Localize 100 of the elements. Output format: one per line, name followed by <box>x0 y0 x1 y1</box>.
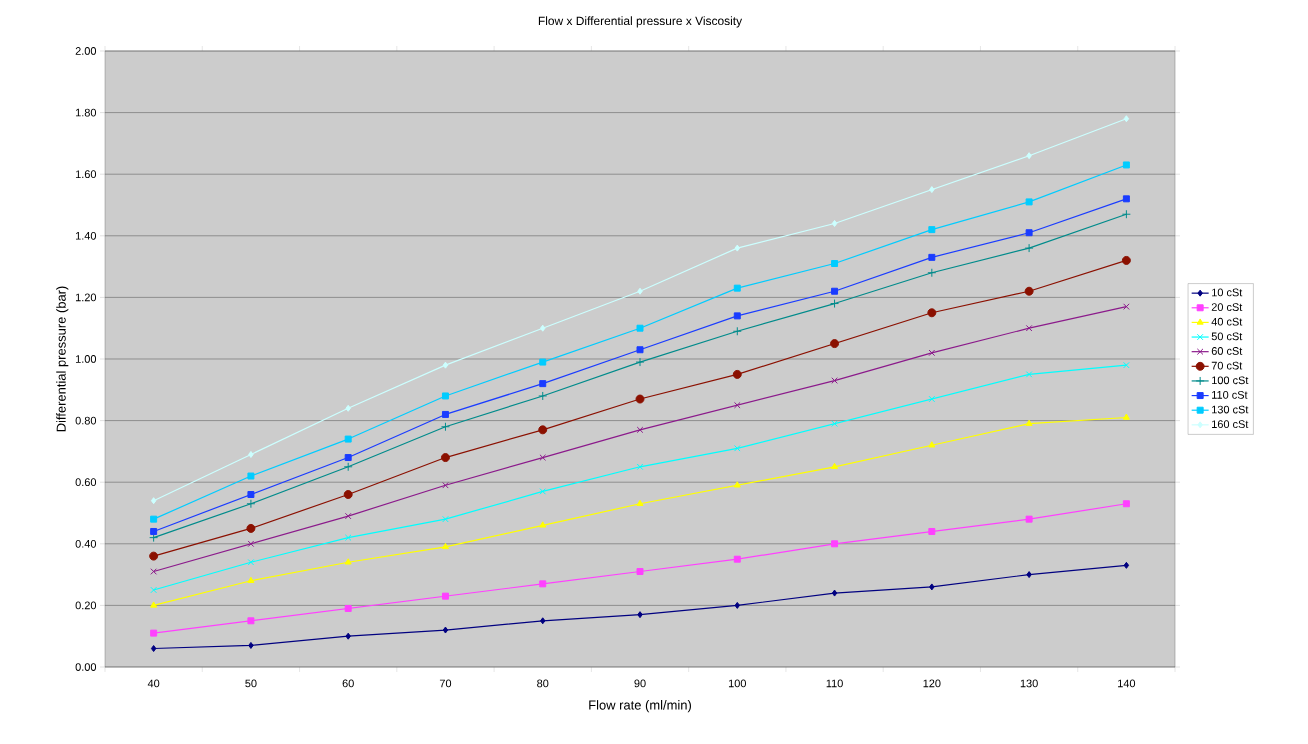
point <box>831 540 839 548</box>
x-tick-label: 40 <box>147 679 160 688</box>
point <box>831 260 839 267</box>
point <box>831 219 838 227</box>
point <box>1025 419 1033 426</box>
point <box>440 453 450 463</box>
point <box>248 450 254 458</box>
point <box>732 326 742 336</box>
point <box>928 349 936 357</box>
point <box>150 568 157 575</box>
x-tick-label: 130 <box>1020 679 1038 688</box>
point <box>635 357 645 367</box>
point <box>928 395 936 403</box>
x-axis-title: Flow rate (ml/min) <box>589 700 691 713</box>
point <box>539 454 547 461</box>
x-tick-label: 60 <box>342 679 354 688</box>
legend-label: 130 cSt <box>1212 405 1249 414</box>
point <box>344 512 352 520</box>
point <box>635 394 645 404</box>
point <box>733 481 741 488</box>
point <box>732 369 742 379</box>
legend-label: 110 cSt <box>1212 391 1248 399</box>
point <box>1025 229 1033 237</box>
point <box>1025 371 1033 378</box>
point <box>539 380 547 388</box>
point <box>150 527 158 535</box>
y-tick-label: 0.40 <box>75 539 97 548</box>
y-tick-label: 1.20 <box>75 293 97 302</box>
point <box>733 401 741 409</box>
point <box>636 499 644 506</box>
point <box>540 324 546 332</box>
y-tick-label: 1.00 <box>75 355 97 363</box>
point <box>1122 161 1130 169</box>
point <box>1025 515 1033 523</box>
point <box>1123 561 1130 569</box>
point <box>442 626 449 634</box>
point <box>636 463 644 471</box>
point <box>1025 198 1033 206</box>
point <box>441 410 449 418</box>
legend-label: 60 cSt <box>1211 347 1243 355</box>
point <box>538 391 548 401</box>
point <box>636 346 644 354</box>
point <box>344 604 352 612</box>
y-axis-title: Differential pressure (bar) <box>56 286 69 432</box>
point <box>733 555 741 563</box>
point <box>1121 255 1131 265</box>
point <box>929 583 935 591</box>
x-tick-label: 50 <box>245 679 257 688</box>
point <box>831 420 838 427</box>
point <box>344 435 352 443</box>
point <box>1024 243 1034 253</box>
x-tick-label: 140 <box>1118 679 1136 688</box>
point <box>442 481 449 489</box>
point <box>150 645 157 653</box>
point <box>637 611 643 619</box>
legend-label: 70 cSt <box>1211 361 1243 370</box>
point <box>831 589 838 597</box>
legend-label: 160 cSt <box>1212 420 1249 429</box>
y-tick-label: 1.60 <box>75 170 97 179</box>
point <box>734 601 741 609</box>
point <box>1121 209 1131 219</box>
y-tick-label: 0.00 <box>75 663 97 671</box>
point <box>539 488 547 495</box>
point <box>929 186 935 194</box>
x-tick-label: 70 <box>439 679 452 688</box>
x-tick-label: 90 <box>634 679 646 688</box>
point <box>345 404 351 412</box>
x-tick-label: 120 <box>923 679 941 688</box>
point <box>442 515 449 523</box>
point <box>1122 500 1130 508</box>
point <box>344 558 352 565</box>
point <box>247 472 255 480</box>
y-tick-label: 0.20 <box>75 601 97 610</box>
point <box>928 253 936 261</box>
point <box>247 617 255 625</box>
point <box>831 377 838 384</box>
point <box>247 576 255 583</box>
point <box>149 551 159 561</box>
x-tick-label: 80 <box>537 679 549 688</box>
point <box>831 287 839 295</box>
point <box>734 244 741 252</box>
point <box>440 422 450 432</box>
point <box>928 226 936 234</box>
y-tick-label: 0.60 <box>75 478 97 487</box>
point <box>150 515 158 523</box>
point <box>1123 361 1130 369</box>
point <box>539 521 547 528</box>
point <box>830 339 840 349</box>
y-tick-label: 1.40 <box>75 231 97 240</box>
point <box>1122 195 1130 203</box>
point <box>1026 571 1032 579</box>
y-tick-label: 0.80 <box>75 416 97 425</box>
point <box>1123 115 1130 123</box>
point <box>247 540 255 548</box>
point <box>344 454 352 462</box>
point <box>441 542 449 550</box>
point <box>636 568 644 575</box>
point <box>1025 324 1033 332</box>
point <box>442 361 449 369</box>
point <box>248 641 254 649</box>
